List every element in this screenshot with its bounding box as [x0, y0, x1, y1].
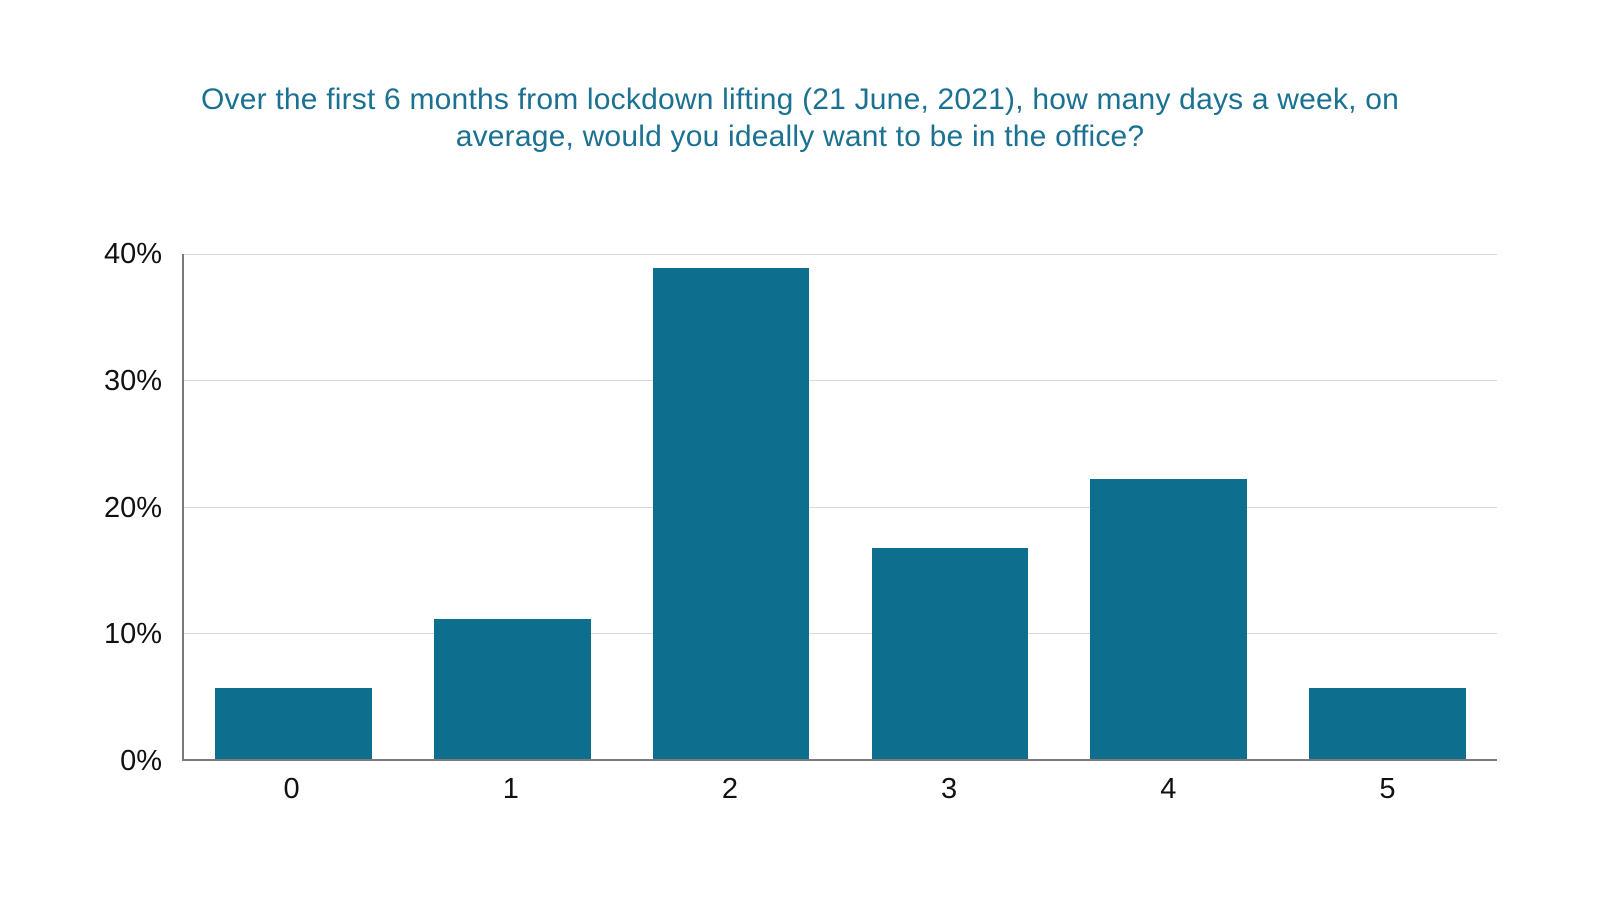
- bar-0: [215, 688, 372, 759]
- x-axis-labels: 0 1 2 3 4 5: [182, 771, 1497, 807]
- bar-slot-5: [1278, 254, 1497, 759]
- x-tick-label-1: 1: [502, 773, 519, 805]
- x-tick-label-0: 0: [283, 773, 300, 805]
- bar-5: [1309, 688, 1466, 759]
- bar-series: [184, 254, 1497, 759]
- bar-2: [652, 267, 810, 759]
- x-tick-label-2: 2: [721, 773, 738, 805]
- chart-title-line1: Over the first 6 months from lockdown li…: [201, 83, 1399, 116]
- bar-slot-1: [403, 254, 622, 759]
- chart-title-line2: average, would you ideally want to be in…: [455, 120, 1145, 153]
- y-tick-label-10%: 10%: [103, 618, 162, 650]
- chart-title: Over the first 6 months from lockdown li…: [0, 81, 1600, 155]
- plot-area: [182, 254, 1497, 761]
- gridlines: [184, 254, 1497, 759]
- y-axis-labels: 0% 10% 20% 30% 40%: [0, 238, 162, 777]
- x-tick-label-3: 3: [941, 773, 958, 805]
- bar-slot-0: [184, 254, 403, 759]
- gridline-20%: [184, 506, 1497, 508]
- y-tick-label-20%: 20%: [103, 492, 162, 524]
- gridline-30%: [184, 380, 1497, 382]
- bar-slot-3: [840, 254, 1059, 759]
- bar-1: [433, 618, 591, 759]
- y-tick-label-0%: 0%: [120, 745, 162, 777]
- gridline-40%: [184, 254, 1497, 255]
- bar-4: [1090, 478, 1248, 759]
- y-tick-label-30%: 30%: [103, 365, 162, 397]
- bar-slot-4: [1059, 254, 1278, 759]
- gridline-10%: [184, 632, 1497, 634]
- bar-slot-2: [622, 254, 841, 759]
- x-tick-label-4: 4: [1160, 773, 1177, 805]
- bar-3: [871, 548, 1029, 759]
- x-tick-label-5: 5: [1379, 773, 1396, 805]
- y-tick-label-40%: 40%: [103, 238, 162, 270]
